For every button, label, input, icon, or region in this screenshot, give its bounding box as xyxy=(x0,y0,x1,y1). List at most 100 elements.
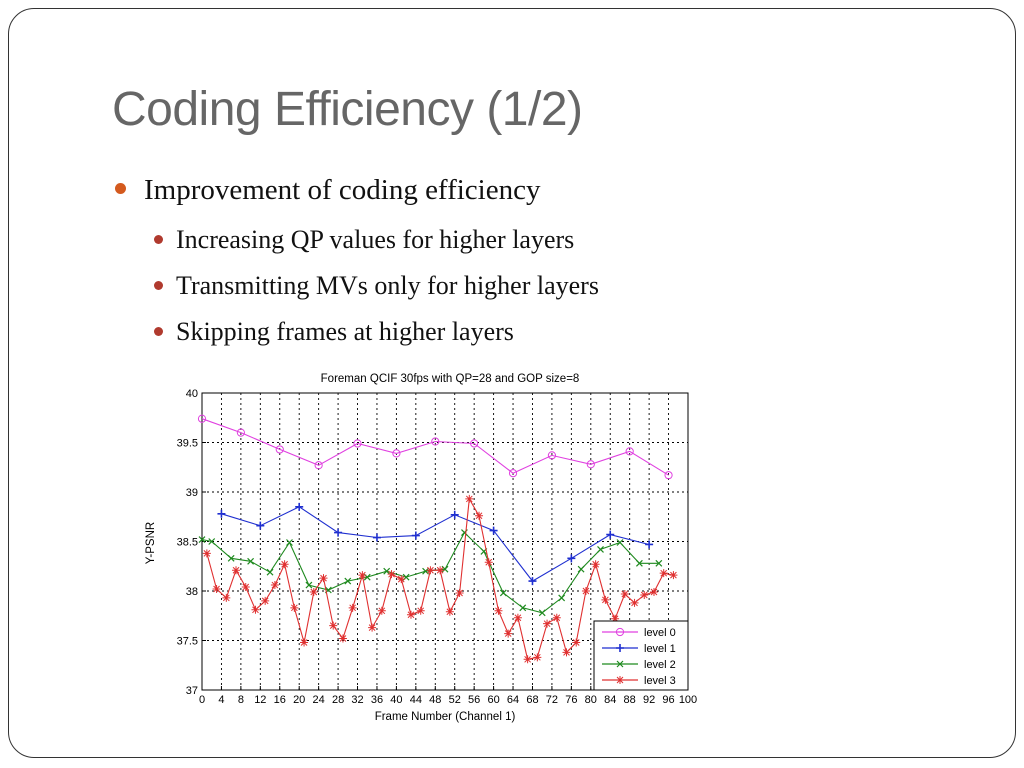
data-point xyxy=(377,606,386,615)
data-point xyxy=(523,655,532,664)
legend-entry: level 0 xyxy=(644,627,676,639)
data-point xyxy=(659,569,668,578)
data-point xyxy=(630,598,639,607)
data-point xyxy=(305,581,313,589)
x-tick-label: 36 xyxy=(371,694,383,706)
data-point xyxy=(208,538,216,545)
data-point xyxy=(616,644,624,652)
data-point xyxy=(309,587,318,596)
data-point xyxy=(513,613,522,622)
x-tick-label: 16 xyxy=(274,694,286,706)
x-tick-label: 28 xyxy=(332,694,344,706)
x-tick-label: 88 xyxy=(624,694,636,706)
data-point xyxy=(465,494,474,503)
data-point xyxy=(358,571,367,580)
data-point xyxy=(436,566,445,575)
bullet-dot-icon xyxy=(154,281,163,290)
series-line xyxy=(201,418,669,476)
data-point xyxy=(227,554,235,562)
data-point xyxy=(499,589,507,597)
data-point xyxy=(528,577,537,586)
data-point xyxy=(212,585,221,594)
x-tick-label: 12 xyxy=(254,694,266,706)
data-point xyxy=(616,660,624,668)
sub-bullet-item: Skipping frames at higher layers xyxy=(152,316,912,348)
bullet-dot-icon xyxy=(115,183,126,194)
data-point xyxy=(372,533,381,542)
data-point xyxy=(300,638,309,647)
y-tick-label: 38.5 xyxy=(177,537,198,549)
psnr-chart: Foreman QCIF 30fps with QP=28 and GOP si… xyxy=(145,373,698,723)
data-point xyxy=(392,449,401,458)
data-point xyxy=(280,560,289,569)
data-point xyxy=(236,428,245,437)
data-point xyxy=(275,445,284,454)
x-tick-label: 32 xyxy=(351,694,363,706)
x-tick-label: 92 xyxy=(643,694,655,706)
data-point xyxy=(397,575,406,584)
bullet-item: Improvement of coding efficiency xyxy=(112,170,912,210)
data-point xyxy=(581,587,590,595)
x-tick-label: 8 xyxy=(238,694,244,706)
data-point xyxy=(241,583,250,592)
data-point xyxy=(494,606,503,615)
data-point xyxy=(577,565,585,573)
data-point xyxy=(217,509,226,518)
chart-legend: level 0 level 1 level 2 level 3 xyxy=(593,620,689,691)
x-tick-label: 52 xyxy=(449,694,461,706)
y-tick-label: 40 xyxy=(186,388,198,400)
data-point xyxy=(470,439,479,448)
data-point xyxy=(611,614,620,623)
data-point xyxy=(344,577,352,585)
data-point xyxy=(552,613,561,622)
y-tick-label: 39 xyxy=(186,487,198,499)
data-point xyxy=(431,437,440,446)
chart-title: Foreman QCIF 30fps with QP=28 and GOP si… xyxy=(321,373,580,385)
x-tick-label: 76 xyxy=(565,694,577,706)
slide-frame xyxy=(8,8,1016,758)
data-point xyxy=(411,531,420,540)
data-point xyxy=(202,549,211,558)
y-tick-label: 38 xyxy=(186,586,198,598)
data-point xyxy=(348,603,357,612)
bullet-dot-icon xyxy=(154,327,163,336)
y-tick-label: 37 xyxy=(186,685,198,697)
y-tick-label: 37.5 xyxy=(177,636,198,648)
data-point xyxy=(601,595,610,604)
data-point xyxy=(620,589,629,598)
x-tick-label: 96 xyxy=(662,694,674,706)
data-point xyxy=(256,521,265,530)
x-tick-label: 40 xyxy=(390,694,402,706)
data-point xyxy=(445,607,454,616)
x-tick-label: 60 xyxy=(487,694,499,706)
y-tick-label: 39.5 xyxy=(177,438,198,450)
series-level-2 xyxy=(198,529,663,617)
sub-bullet-text: Transmitting MVs only for higher layers xyxy=(176,271,599,300)
data-point xyxy=(450,510,459,519)
x-tick-label: 72 xyxy=(546,694,558,706)
legend-entry: level 1 xyxy=(644,643,676,655)
sub-bullet-item: Increasing QP values for higher layers xyxy=(152,224,912,256)
data-point xyxy=(547,451,557,460)
x-tick-label: 0 xyxy=(199,694,205,706)
data-point xyxy=(475,511,484,520)
data-point xyxy=(484,558,493,567)
data-point xyxy=(572,638,581,647)
data-point xyxy=(266,568,274,576)
data-point xyxy=(616,539,624,546)
data-point xyxy=(489,526,498,535)
series-line xyxy=(221,506,650,582)
x-tick-label: 24 xyxy=(313,694,325,706)
chart-axes: 0 4 8 12 16 20 24 28 32 36 40 44 48 52 56 60 64 68 72 76 80 8… xyxy=(177,388,698,706)
data-point xyxy=(543,619,552,628)
data-point xyxy=(406,610,415,619)
chart-series xyxy=(197,414,678,664)
data-point xyxy=(232,566,241,575)
data-point xyxy=(368,623,377,632)
data-point xyxy=(655,559,663,567)
data-point xyxy=(247,557,255,565)
series-level-0 xyxy=(197,414,673,480)
data-point xyxy=(286,539,293,546)
sub-bullet-text: Skipping frames at higher layers xyxy=(176,317,514,346)
data-point xyxy=(295,502,304,511)
